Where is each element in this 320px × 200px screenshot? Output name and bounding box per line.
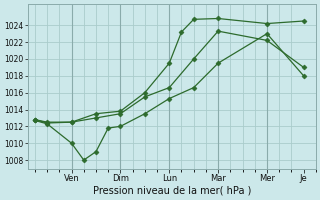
X-axis label: Pression niveau de la mer( hPa ): Pression niveau de la mer( hPa ) <box>92 186 251 196</box>
